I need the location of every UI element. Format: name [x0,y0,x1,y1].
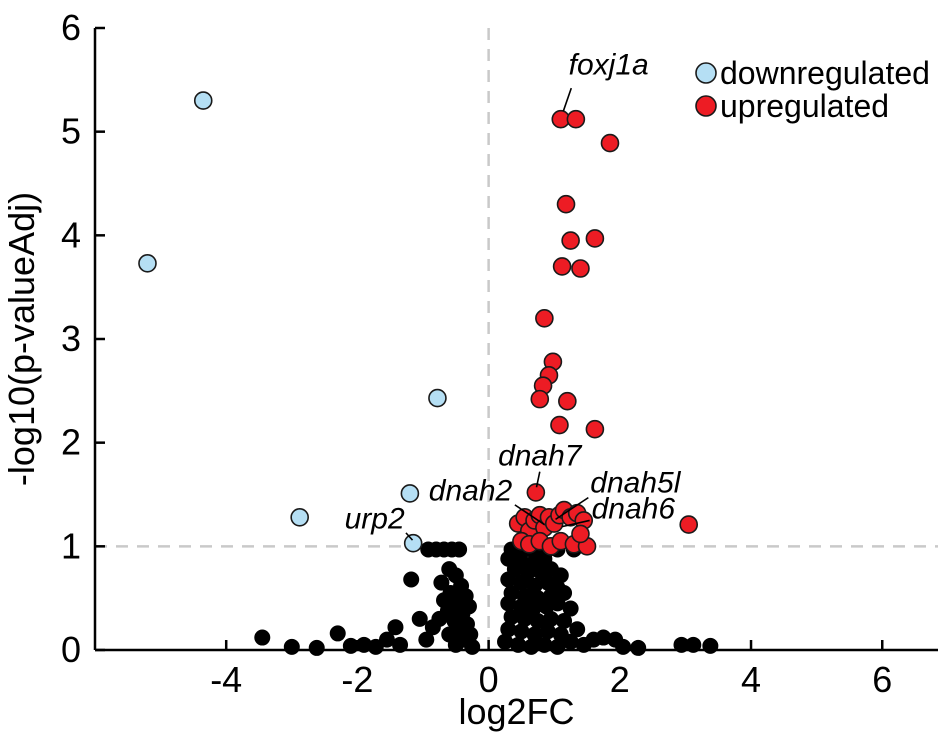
annotation-label-urp2: urp2 [345,503,405,536]
annotation-line-urp2 [405,532,414,541]
data-point-not-significant [411,610,428,627]
y-tick-label: 6 [61,7,81,48]
data-point-not-significant [500,571,517,588]
data-point-not-significant [451,541,468,558]
data-point-downregulated [403,533,423,553]
data-point-upregulated [552,257,572,276]
data-point-not-significant [308,639,325,656]
data-point-downregulated [138,254,157,273]
annotation-label-dnah2: dnah2 [429,475,513,508]
annotation-line-dnah6 [561,519,590,528]
data-point-upregulated [526,483,546,502]
x-axis-label: log2FC [458,691,574,732]
annotation-label-dnah6: dnah6 [592,492,676,525]
annotation-label-dnah7: dnah7 [498,439,583,472]
legend-label-upregulated: upregulated [720,88,889,124]
data-point-not-significant [539,623,556,640]
data-point-not-significant [562,633,579,650]
data-point-upregulated [679,515,699,534]
data-point-not-significant [403,571,420,588]
data-point-not-significant [630,639,647,656]
data-point-not-significant [433,574,450,591]
data-point-not-significant [513,623,530,640]
data-point-upregulated [550,415,569,435]
annotation-line-dnah7 [535,471,541,488]
y-tick-label: 4 [61,214,81,255]
data-point-not-significant [447,636,464,653]
annotation-label-dnah5l: dnah5l [590,466,681,499]
data-point-upregulated [585,229,605,248]
data-point-not-significant [387,619,404,636]
data-point-not-significant [569,621,586,638]
data-point-not-significant [497,633,514,650]
y-tick-label: 5 [61,111,81,152]
x-tick-label: 2 [610,659,630,700]
data-point-downregulated [428,388,447,408]
data-point-not-significant [523,638,540,655]
data-point-upregulated [530,389,550,409]
annotation-line-dnah5l [555,496,589,521]
y-tick-label: 3 [61,318,81,359]
x-tick-label: 0 [479,659,499,700]
data-point-downregulated [400,484,420,503]
data-point-upregulated [558,391,577,411]
y-tick-label: 1 [61,525,81,566]
y-tick-label: 0 [61,629,81,670]
data-point-upregulated [561,231,580,250]
annotation-line-foxj1a [562,87,573,112]
legend-marker-upregulated [695,95,717,117]
annotation-line-dnah2 [514,504,545,526]
legend-label-downregulated: downregulated [720,55,930,91]
x-tick-label: -4 [210,659,242,700]
data-point-not-significant [329,625,346,642]
data-point-not-significant [424,619,441,636]
data-point-not-significant [418,631,435,648]
x-tick-label: 6 [872,659,892,700]
data-point-not-significant [283,638,300,655]
x-tick-label: 4 [741,659,761,700]
data-point-upregulated [571,524,590,544]
data-point-upregulated [566,109,586,129]
data-point-upregulated [585,419,605,439]
data-point-not-significant [500,595,517,612]
data-point-not-significant [464,638,481,655]
data-point-downregulated [290,508,309,527]
data-point-not-significant [685,636,702,653]
data-point-not-significant [556,612,573,629]
legend-marker-downregulated [695,62,717,84]
data-point-upregulated [535,308,554,328]
data-point-upregulated [571,259,590,278]
data-point-downregulated [193,91,213,110]
y-tick-label: 2 [61,422,81,463]
y-axis-label: -log10(p-valueAdj) [1,192,42,486]
annotation-label-foxj1a: foxj1a [569,49,649,82]
data-point-not-significant [615,638,632,655]
x-tick-label: -2 [341,659,373,700]
data-point-not-significant [392,636,409,653]
data-point-not-significant [254,629,271,646]
data-point-upregulated [600,133,620,153]
data-point-upregulated [556,194,576,214]
data-point-not-significant [562,600,579,617]
